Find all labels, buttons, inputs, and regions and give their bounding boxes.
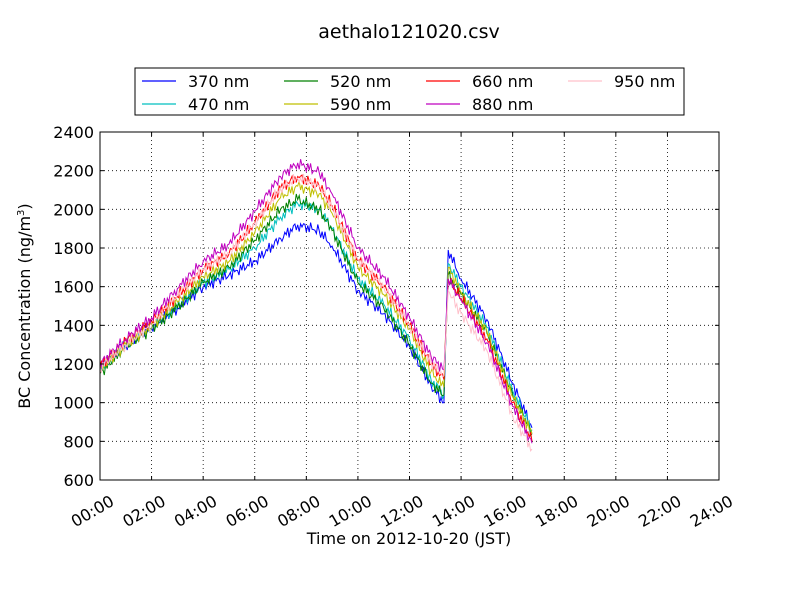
y-tick-label: 1600 xyxy=(53,278,94,297)
x-tick-label: 14:00 xyxy=(429,491,478,531)
x-tick-label: 06:00 xyxy=(223,491,272,531)
legend-label: 520 nm xyxy=(330,72,391,91)
y-tick-label: 2400 xyxy=(53,123,94,142)
legend-label: 590 nm xyxy=(330,95,391,114)
x-tick-label: 20:00 xyxy=(584,491,633,531)
x-tick-label: 16:00 xyxy=(480,491,529,531)
x-tick-label: 04:00 xyxy=(171,491,220,531)
legend-frame xyxy=(134,67,685,116)
chart-title: aethalo121020.csv xyxy=(318,21,500,43)
y-tick-labels: 600 800 1000 1200 1400 1600 1800 2000 2200 2400 xyxy=(53,123,94,490)
y-axis-label-main: BC Concentration (ng/m xyxy=(15,216,34,409)
legend-label: 370 nm xyxy=(188,72,249,91)
y-tick-label: 1000 xyxy=(53,394,94,413)
y-tick-label: 2000 xyxy=(53,200,94,219)
legend-label: 660 nm xyxy=(472,72,533,91)
series-line xyxy=(99,159,533,444)
x-tick-label: 18:00 xyxy=(532,491,581,531)
series-line xyxy=(99,180,533,434)
legend: 370 nm 470 nm 520 nm 590 nm 660 nm 880 nm 950 … xyxy=(134,67,685,116)
x-tick-label: 24:00 xyxy=(687,491,736,531)
x-tick-label: 02:00 xyxy=(119,491,168,531)
x-tick-label: 22:00 xyxy=(635,491,684,531)
x-tick-label: 10:00 xyxy=(326,491,375,531)
x-tick-label: 00:00 xyxy=(68,491,117,531)
y-tick-label: 1800 xyxy=(53,239,94,258)
y-axis-label-sup: 3 xyxy=(16,210,27,216)
y-tick-label: 600 xyxy=(63,471,94,490)
y-tick-label: 800 xyxy=(63,432,94,451)
y-tick-label: 1200 xyxy=(53,355,94,374)
legend-label: 950 nm xyxy=(614,72,675,91)
x-tick-labels: 00:00 02:00 04:00 06:00 08:00 10:00 12:00 14:00… xyxy=(68,491,736,531)
x-tick-label: 08:00 xyxy=(274,491,323,531)
grid xyxy=(100,132,719,480)
y-tick-label: 1400 xyxy=(53,316,94,335)
legend-label: 470 nm xyxy=(188,95,249,114)
series-line xyxy=(99,173,533,452)
y-axis-label-tail: ) xyxy=(15,203,34,209)
series-layer xyxy=(99,159,533,452)
legend-label: 880 nm xyxy=(472,95,533,114)
y-tick-label: 2200 xyxy=(53,162,94,181)
ticks xyxy=(99,131,720,481)
x-tick-label: 12:00 xyxy=(377,491,426,531)
series-line xyxy=(99,193,533,438)
x-axis-label: Time on 2012-10-20 (JST) xyxy=(306,529,511,548)
y-axis-label: BC Concentration (ng/m3) xyxy=(15,203,34,408)
